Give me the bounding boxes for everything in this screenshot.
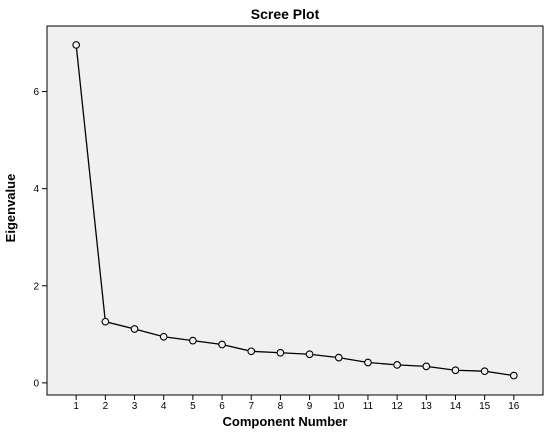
y-tick-label: 0 xyxy=(33,378,39,389)
x-tick-label: 14 xyxy=(450,401,462,412)
x-axis-label: Component Number xyxy=(223,414,348,429)
x-tick-label: 8 xyxy=(278,401,284,412)
y-tick-label: 4 xyxy=(33,184,39,195)
data-point xyxy=(247,347,256,356)
data-point xyxy=(364,358,372,367)
y-axis: 0 2 4 6 xyxy=(33,87,47,389)
x-tick-label: 4 xyxy=(161,401,167,412)
data-point xyxy=(422,362,431,371)
chart-title: Scree Plot xyxy=(251,6,320,22)
y-tick-label: 2 xyxy=(33,281,39,292)
data-point xyxy=(218,340,226,349)
x-tick-label: 5 xyxy=(190,401,196,412)
x-tick-label: 10 xyxy=(333,401,345,412)
data-point xyxy=(393,361,401,369)
x-axis: 1 2 3 4 5 6 7 8 9 10 11 12 13 14 15 16 xyxy=(73,395,520,412)
data-point xyxy=(189,336,197,345)
data-point xyxy=(159,332,168,341)
data-point xyxy=(101,317,110,326)
x-tick-label: 2 xyxy=(103,401,109,412)
x-tick-label: 9 xyxy=(307,401,313,412)
data-point xyxy=(305,350,314,359)
y-tick-label: 6 xyxy=(33,87,39,98)
data-point xyxy=(451,366,460,375)
x-tick-label: 16 xyxy=(508,401,520,412)
data-point xyxy=(130,325,139,333)
x-tick-label: 15 xyxy=(479,401,491,412)
data-point xyxy=(276,348,285,357)
eigenvalue-series xyxy=(72,41,518,380)
x-tick-label: 1 xyxy=(73,401,79,412)
data-point xyxy=(72,41,81,49)
y-axis-label: Eigenvalue xyxy=(3,174,18,243)
x-tick-label: 12 xyxy=(392,401,404,412)
x-tick-label: 3 xyxy=(132,401,138,412)
series-line xyxy=(75,44,514,377)
x-tick-label: 7 xyxy=(248,401,254,412)
data-point xyxy=(509,371,518,380)
data-point xyxy=(480,367,489,376)
plot-area xyxy=(46,25,544,396)
x-tick-label: 11 xyxy=(363,401,374,412)
data-point xyxy=(334,353,343,362)
x-tick-label: 13 xyxy=(421,401,433,412)
x-tick-label: 6 xyxy=(219,401,225,412)
